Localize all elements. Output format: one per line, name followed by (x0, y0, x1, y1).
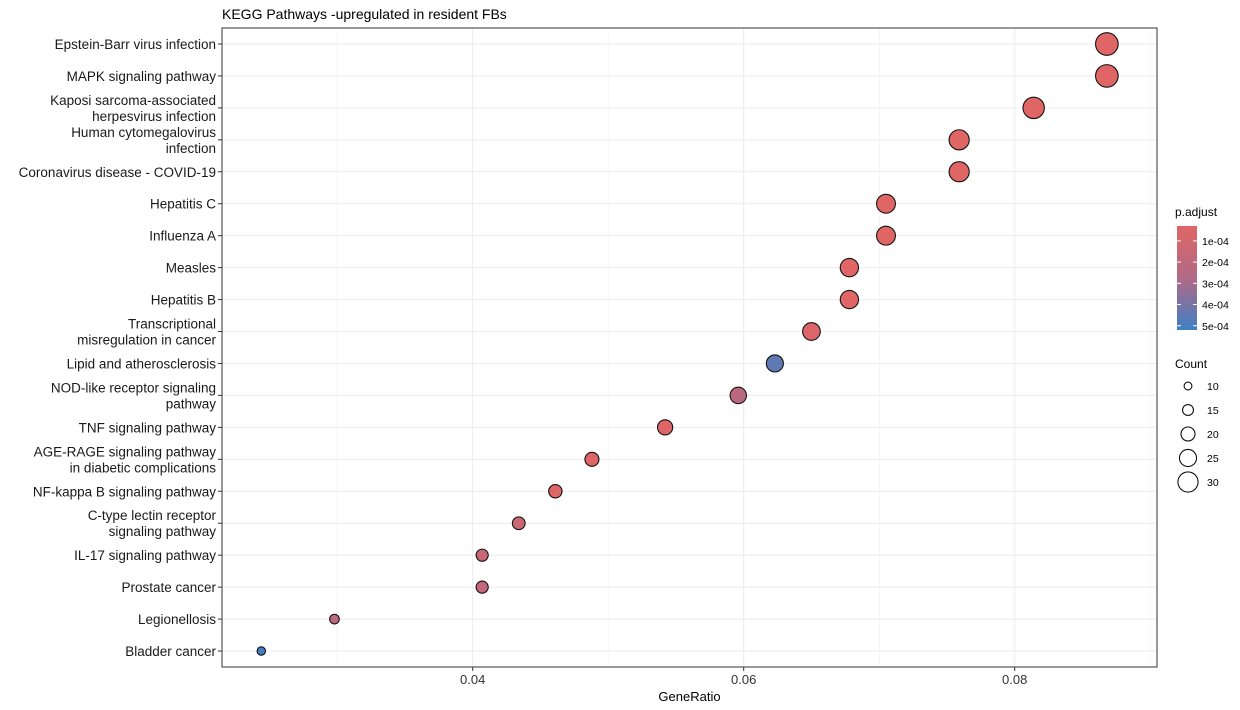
data-point (511, 516, 526, 531)
size-legend-key (1177, 471, 1199, 493)
legend-title: p.adjust (1175, 205, 1218, 219)
y-tick-label: Transcriptional misregulation in cancer (77, 317, 216, 348)
y-tick-label: Coronavirus disease - COVID-19 (19, 165, 216, 180)
x-tick-label: 0.04 (460, 672, 485, 687)
y-tick-label: IL-17 signaling pathway (74, 548, 216, 563)
data-point (548, 484, 563, 499)
data-point (802, 322, 821, 341)
y-tick-label: Kaposi sarcoma-associated herpesvirus inf… (50, 93, 216, 124)
legend-title: Count (1175, 357, 1208, 371)
data-point (475, 580, 489, 594)
y-tick-label: Epstein-Barr virus infection (55, 37, 216, 52)
size-legend-label: 15 (1207, 405, 1219, 417)
data-points (256, 32, 1119, 656)
data-point (475, 548, 489, 562)
x-axis-title: GeneRatio (658, 689, 720, 704)
y-tick-label: AGE-RAGE signaling pathway in diabetic co… (34, 444, 217, 475)
y-tick-label: Bladder cancer (125, 644, 216, 659)
y-axis-labels: Epstein-Barr virus infection MAPK signali… (19, 37, 222, 659)
data-point (656, 419, 674, 436)
data-point (1095, 32, 1119, 56)
size-legend-label: 25 (1207, 453, 1219, 465)
plot-panel-border (221, 27, 1158, 668)
y-tick-label: Legionellosis (138, 612, 216, 627)
count-legend: Count 10 15 20 25 30 (1175, 357, 1219, 493)
y-tick-label: Influenza A (149, 229, 216, 244)
data-point (765, 354, 784, 373)
color-bar (1177, 226, 1197, 330)
y-tick-label: Prostate cancer (121, 580, 216, 595)
data-point (329, 613, 340, 625)
size-legend-label: 30 (1207, 477, 1219, 489)
y-tick-label: NOD-like receptor signaling pathway (51, 380, 216, 411)
data-point (256, 646, 267, 656)
chart-title: KEGG Pathways -upregulated in resident F… (222, 6, 507, 22)
data-point (729, 386, 748, 405)
y-tick-label: TNF signaling pathway (79, 420, 217, 435)
size-legend-label: 10 (1207, 381, 1219, 393)
x-tick-label: 0.08 (1002, 672, 1027, 687)
y-tick-label: Hepatitis B (151, 293, 216, 308)
grid-lines (222, 28, 1157, 667)
size-legend-key (1183, 381, 1193, 391)
data-point (948, 129, 970, 151)
y-tick-label: NF-kappa B signaling pathway (33, 484, 216, 499)
x-tick-label: 0.06 (731, 672, 756, 687)
color-bar-label: 1e-04 (1202, 236, 1229, 248)
data-point (839, 257, 860, 278)
data-point (875, 225, 896, 246)
size-legend-key (1181, 403, 1195, 417)
y-tick-label: C-type lectin receptor signaling pathway (88, 508, 217, 539)
x-axis-ticks: 0.04 0.06 0.08 (460, 667, 1027, 687)
p-adjust-legend: p.adjust 1e-04 2e-04 3e-04 4e-04 5e-04 (1175, 205, 1229, 333)
size-legend-key (1178, 448, 1198, 468)
color-bar-label: 4e-04 (1202, 300, 1229, 312)
data-point (839, 289, 860, 310)
data-point (1095, 64, 1119, 88)
y-tick-label: Measles (166, 261, 217, 276)
y-tick-label: MAPK signaling pathway (67, 69, 217, 84)
size-legend-label: 20 (1207, 429, 1219, 441)
size-legend-key (1180, 426, 1196, 442)
y-tick-label: Lipid and atherosclerosis (67, 356, 217, 371)
color-bar-label: 5e-04 (1202, 321, 1229, 333)
color-bar-label: 3e-04 (1202, 278, 1229, 290)
color-bar-label: 2e-04 (1202, 257, 1229, 269)
y-tick-label: Human cytomegalovirus infection (71, 125, 216, 156)
data-point (948, 161, 970, 183)
data-point (875, 193, 896, 214)
data-point (1022, 96, 1045, 120)
data-point (584, 451, 600, 467)
y-tick-label: Hepatitis C (150, 197, 216, 212)
